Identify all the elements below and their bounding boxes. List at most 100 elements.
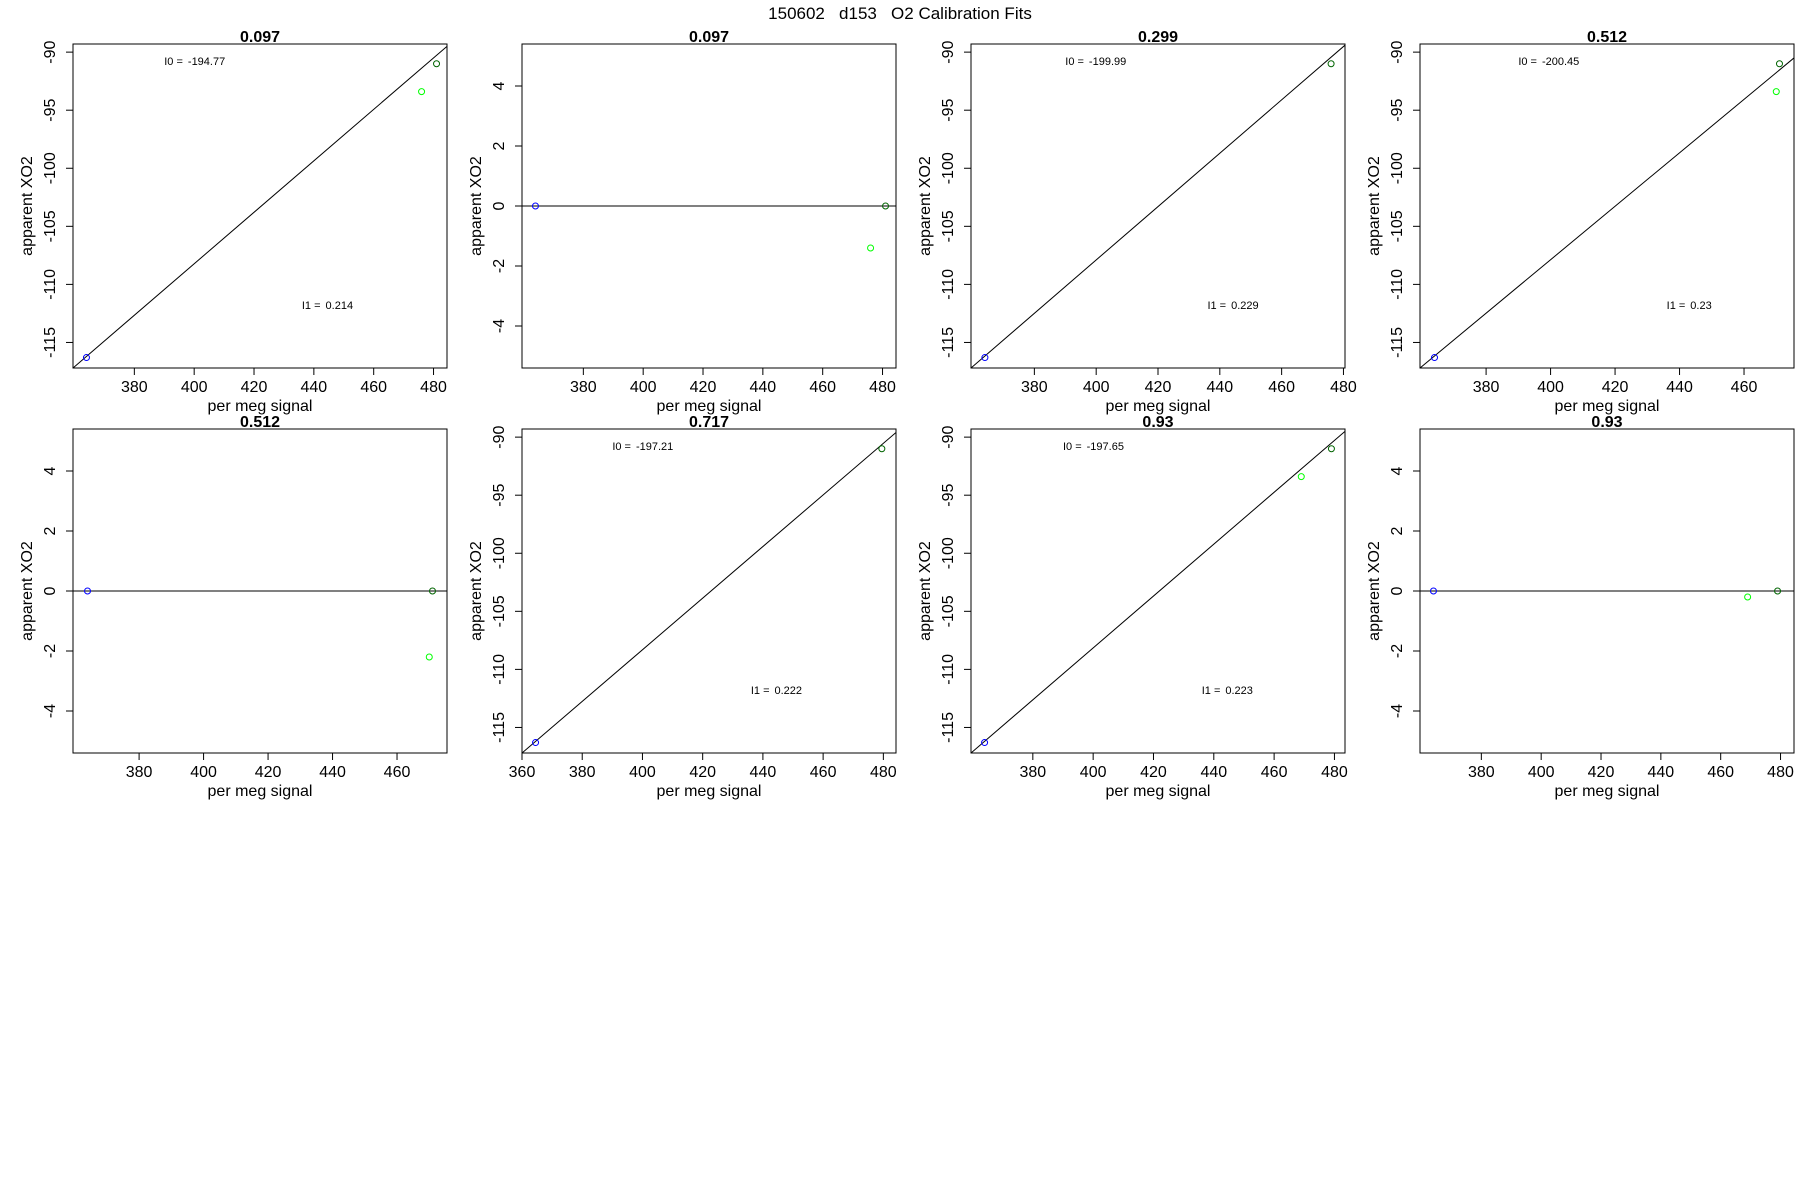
fit-line bbox=[971, 44, 1345, 368]
x-tick-label: 400 bbox=[1537, 379, 1564, 396]
y-tick-label: 0 bbox=[1389, 586, 1406, 595]
x-tick-label: 460 bbox=[1261, 764, 1288, 781]
y-tick-label: -2 bbox=[1389, 644, 1406, 658]
y-tick-label: 4 bbox=[42, 466, 59, 475]
x-tick-label: 480 bbox=[1330, 379, 1357, 396]
annotation-label: I1 = bbox=[1667, 300, 1686, 312]
x-tick-label: 420 bbox=[1140, 764, 1167, 781]
y-tick-label: -105 bbox=[940, 595, 957, 627]
x-tick-label: 440 bbox=[301, 379, 328, 396]
chart-panel: 0.299 380 400 420 440 460 480 per meg signal -11… bbox=[917, 29, 1357, 415]
x-tick-label: 480 bbox=[420, 379, 447, 396]
data-point bbox=[1297, 473, 1305, 481]
data-point bbox=[428, 587, 436, 595]
annotation-value: 0.223 bbox=[1225, 685, 1253, 697]
data-point bbox=[1772, 88, 1780, 96]
x-tick-label: 400 bbox=[181, 379, 208, 396]
slope-annotation: I1 = 0.223 bbox=[1202, 685, 1253, 697]
annotation-value: -197.21 bbox=[636, 441, 673, 453]
y-axis-label: apparent XO2 bbox=[1366, 156, 1383, 256]
fit-line bbox=[73, 45, 447, 368]
panel-title: 0.93 bbox=[1591, 414, 1622, 431]
x-tick-label: 400 bbox=[1080, 764, 1107, 781]
slope-annotation: I1 = 0.229 bbox=[1207, 300, 1258, 312]
y-tick-label: -115 bbox=[1389, 327, 1406, 358]
y-tick-label: -4 bbox=[491, 319, 508, 333]
x-axis-label: per meg signal bbox=[1106, 398, 1211, 415]
x-tick-label: 440 bbox=[1648, 764, 1675, 781]
data-point bbox=[1744, 593, 1752, 601]
x-axis-label: per meg signal bbox=[208, 783, 313, 800]
x-tick-label: 480 bbox=[1767, 764, 1794, 781]
y-tick-label: -110 bbox=[940, 654, 957, 685]
data-point bbox=[1431, 354, 1439, 362]
annotation-label: I0 = bbox=[1518, 56, 1537, 68]
x-tick-label: 420 bbox=[690, 379, 717, 396]
panel-title: 0.299 bbox=[1138, 29, 1178, 46]
annotation-value: -197.65 bbox=[1087, 441, 1124, 453]
x-tick-label: 440 bbox=[1206, 379, 1233, 396]
x-tick-label: 420 bbox=[255, 764, 282, 781]
annotation-value: 0.229 bbox=[1231, 300, 1259, 312]
annotation-label: I0 = bbox=[1065, 56, 1084, 68]
x-tick-label: 380 bbox=[570, 379, 597, 396]
slope-annotation: I1 = 0.222 bbox=[751, 685, 802, 697]
annotation-label: I0 = bbox=[1063, 441, 1082, 453]
data-point bbox=[882, 202, 890, 210]
data-point bbox=[531, 202, 539, 210]
annotation-value: -194.77 bbox=[188, 56, 225, 68]
x-axis-label: per meg signal bbox=[1555, 783, 1660, 800]
y-tick-label: -4 bbox=[1389, 704, 1406, 718]
annotation-value: 0.222 bbox=[775, 685, 803, 697]
slope-annotation: I1 = 0.214 bbox=[302, 300, 353, 312]
y-tick-label: -90 bbox=[491, 425, 508, 448]
y-tick-label: -95 bbox=[1389, 99, 1406, 122]
fit-line bbox=[1420, 57, 1794, 368]
data-point bbox=[532, 739, 540, 747]
x-axis-label: per meg signal bbox=[208, 398, 313, 415]
data-point bbox=[418, 88, 426, 96]
x-tick-label: 420 bbox=[241, 379, 268, 396]
y-tick-label: -90 bbox=[1389, 40, 1406, 63]
intercept-annotation: I0 = -194.77 bbox=[164, 56, 225, 68]
annotation-label: I1 = bbox=[751, 685, 770, 697]
x-tick-label: 380 bbox=[569, 764, 596, 781]
x-tick-label: 440 bbox=[1666, 379, 1693, 396]
x-tick-label: 460 bbox=[1707, 764, 1734, 781]
slope-annotation: I1 = 0.23 bbox=[1667, 300, 1712, 312]
y-tick-label: 2 bbox=[42, 526, 59, 535]
y-tick-label: -4 bbox=[42, 704, 59, 718]
y-axis-label: apparent XO2 bbox=[917, 541, 934, 641]
y-tick-label: -105 bbox=[1389, 210, 1406, 242]
data-point bbox=[981, 354, 989, 362]
y-axis-label: apparent XO2 bbox=[468, 156, 485, 256]
x-axis-label: per meg signal bbox=[657, 398, 762, 415]
panel-title: 0.512 bbox=[240, 414, 280, 431]
y-axis-label: apparent XO2 bbox=[19, 156, 36, 256]
x-tick-label: 400 bbox=[629, 764, 656, 781]
y-tick-label: -2 bbox=[42, 644, 59, 658]
x-tick-label: 380 bbox=[1473, 379, 1500, 396]
y-tick-label: -105 bbox=[491, 595, 508, 627]
data-point bbox=[1774, 587, 1782, 595]
y-tick-label: -95 bbox=[940, 99, 957, 122]
y-tick-label: -105 bbox=[940, 210, 957, 242]
x-tick-label: 480 bbox=[1321, 764, 1348, 781]
y-tick-label: -110 bbox=[42, 269, 59, 300]
y-tick-label: -100 bbox=[42, 152, 59, 184]
x-tick-label: 460 bbox=[1268, 379, 1295, 396]
x-tick-label: 420 bbox=[1588, 764, 1615, 781]
y-tick-label: -115 bbox=[940, 327, 957, 358]
y-tick-label: -115 bbox=[42, 327, 59, 358]
y-tick-label: -115 bbox=[491, 712, 508, 743]
y-tick-label: 0 bbox=[42, 586, 59, 595]
panel-title: 0.097 bbox=[240, 29, 280, 46]
y-tick-label: -110 bbox=[1389, 269, 1406, 300]
x-tick-label: 380 bbox=[1468, 764, 1495, 781]
annotation-label: I1 = bbox=[302, 300, 321, 312]
y-tick-label: 4 bbox=[1389, 466, 1406, 475]
annotation-label: I1 = bbox=[1207, 300, 1226, 312]
